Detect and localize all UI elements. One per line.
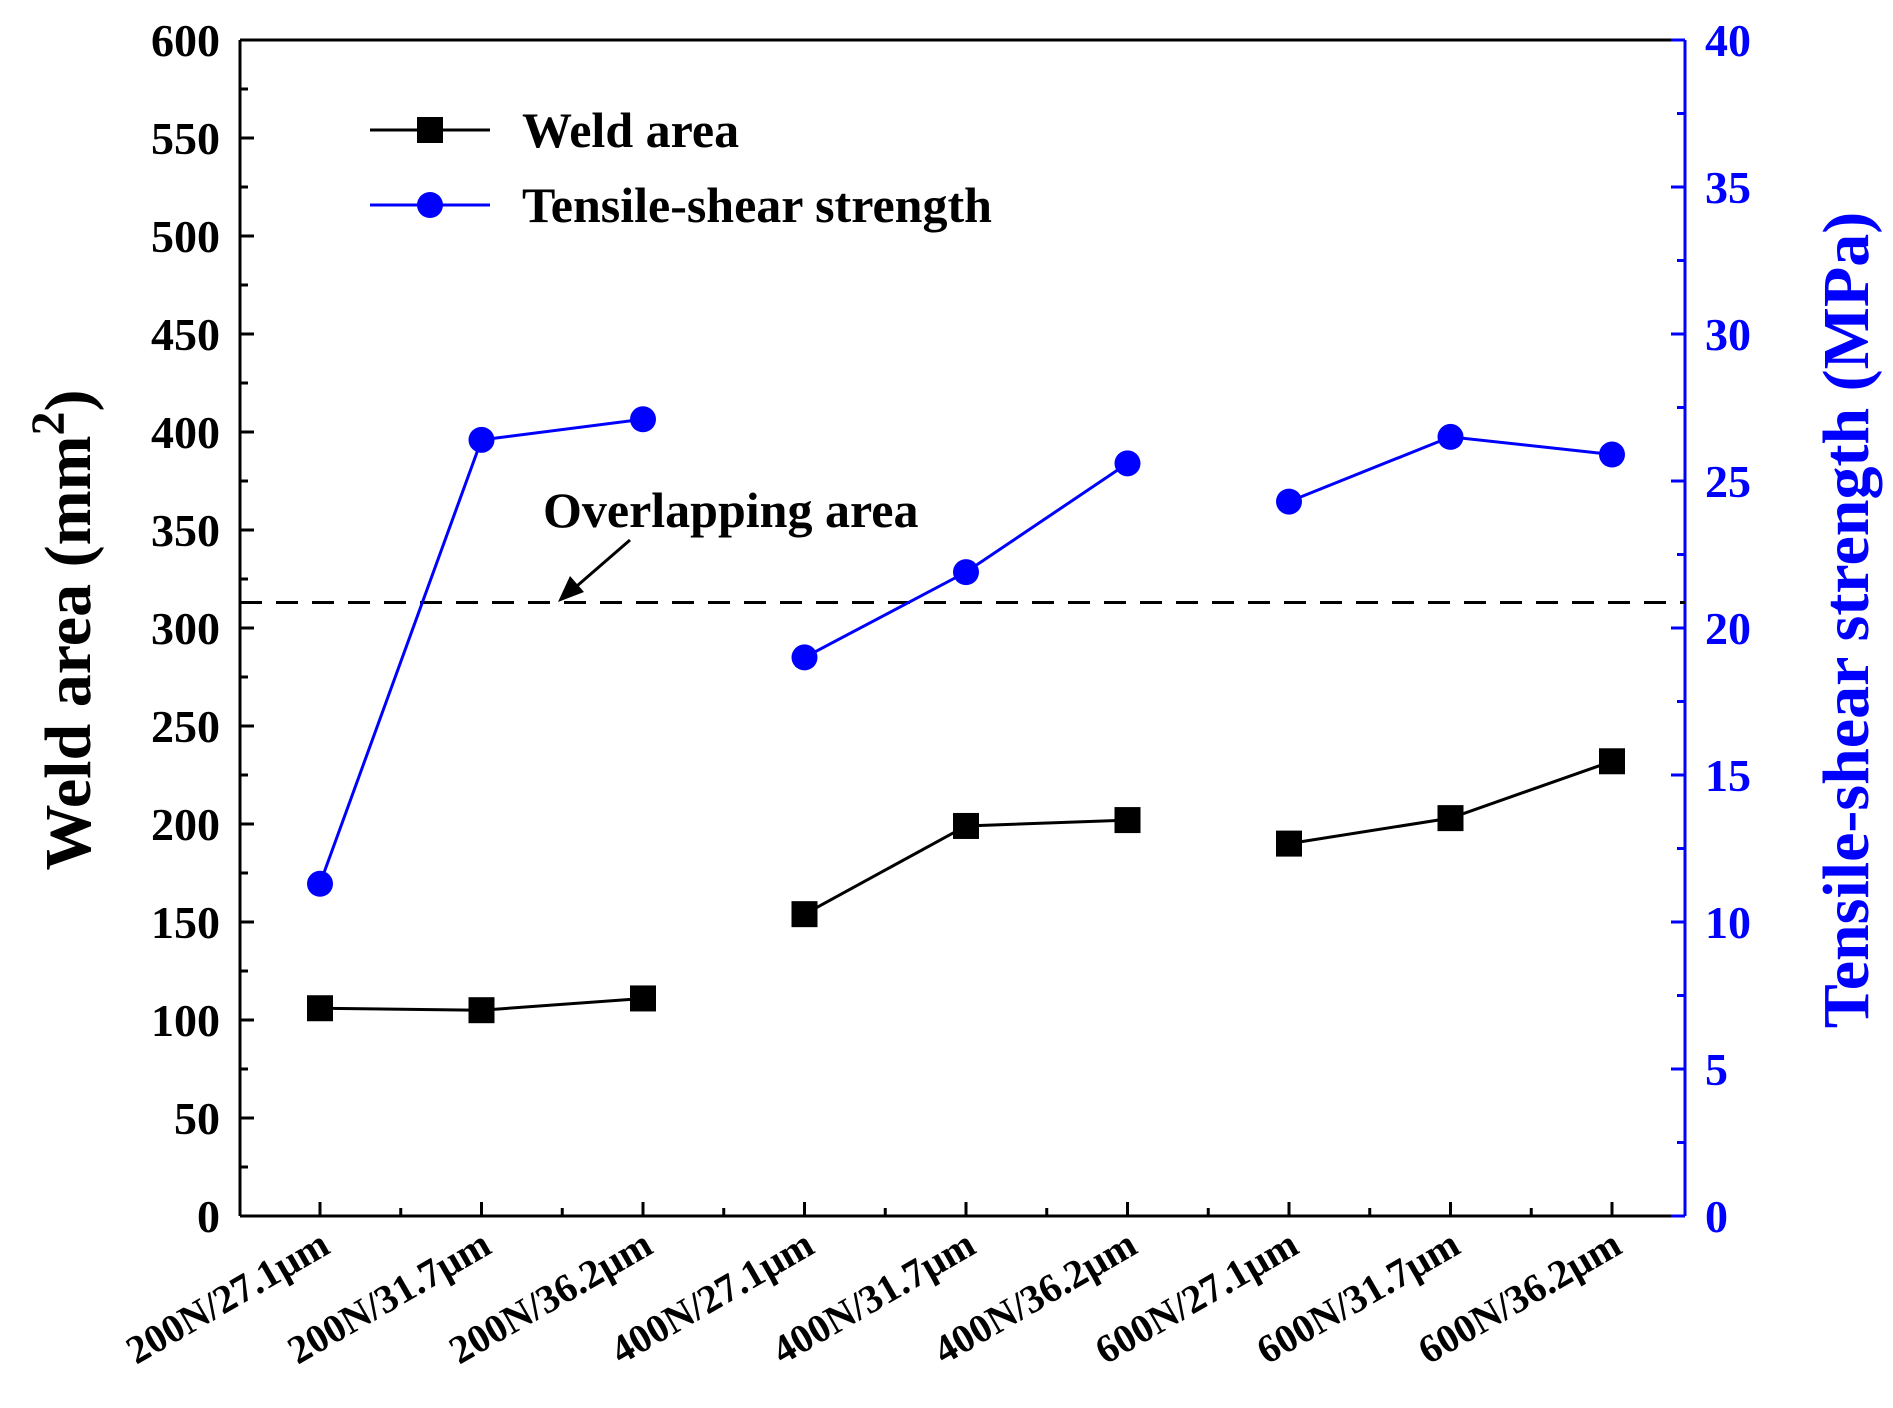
left-axis-title-close: )	[32, 389, 105, 411]
weld-area-point	[1437, 805, 1464, 832]
left-tick-label: 550	[151, 113, 220, 164]
strength-point	[1114, 450, 1141, 477]
strength-point	[1437, 423, 1464, 450]
left-tick-label: 0	[197, 1191, 220, 1242]
legend-strength-label: Tensile-shear strength	[522, 177, 992, 233]
legend-weld-area-marker	[417, 117, 443, 143]
strength-point	[468, 426, 495, 453]
right-tick-label: 20	[1705, 603, 1751, 654]
left-tick-label: 250	[151, 701, 220, 752]
left-axis-title-sup: 2	[22, 411, 75, 435]
strength-point	[791, 644, 818, 671]
strength-point	[1276, 488, 1302, 515]
strength-point	[307, 870, 333, 897]
weld-area-point	[468, 997, 495, 1024]
right-tick-label: 0	[1705, 1191, 1728, 1242]
right-tick-label: 35	[1705, 162, 1751, 213]
left-tick-label: 50	[174, 1093, 220, 1144]
left-tick-label: 400	[151, 407, 220, 458]
weld-area-point	[307, 995, 333, 1022]
legend-weld-area-label: Weld area	[522, 102, 739, 158]
strength-point	[1599, 441, 1625, 468]
left-tick-label: 200	[151, 799, 220, 850]
right-tick-label: 25	[1705, 456, 1751, 507]
strength-point	[630, 406, 656, 433]
annotation-arrow-shaft	[569, 538, 631, 594]
left-tick-label: 300	[151, 603, 220, 654]
left-tick-label: 100	[151, 995, 220, 1046]
right-axis-title: Tensile-shear strength (MPa)	[1810, 212, 1883, 1028]
left-tick-label: 600	[151, 15, 220, 66]
weld-area-point	[953, 812, 979, 839]
annotation-arrow-head	[558, 576, 584, 602]
left-tick-label: 350	[151, 505, 220, 556]
right-tick-label: 15	[1705, 750, 1751, 801]
weld-area-point	[630, 985, 656, 1012]
weld-area-point	[1276, 830, 1302, 857]
legend-strength-marker	[417, 192, 443, 218]
weld-area-point	[1599, 748, 1625, 775]
strength-point	[953, 559, 979, 586]
overlapping-area-label: Overlapping area	[543, 482, 918, 538]
right-tick-label: 40	[1705, 15, 1751, 66]
right-tick-label: 5	[1705, 1044, 1728, 1095]
weld-area-point	[791, 901, 818, 928]
left-axis-title: Weld area (mm2)	[22, 389, 105, 870]
right-tick-label: 30	[1705, 309, 1751, 360]
weld-area-line	[1288, 759, 1613, 846]
weld-area-point	[1114, 807, 1141, 834]
left-tick-label: 150	[151, 897, 220, 948]
left-tick-label: 450	[151, 309, 220, 360]
left-tick-label: 500	[151, 211, 220, 262]
right-tick-label: 10	[1705, 897, 1751, 948]
left-axis-title-main: Weld area (mm	[32, 435, 105, 870]
